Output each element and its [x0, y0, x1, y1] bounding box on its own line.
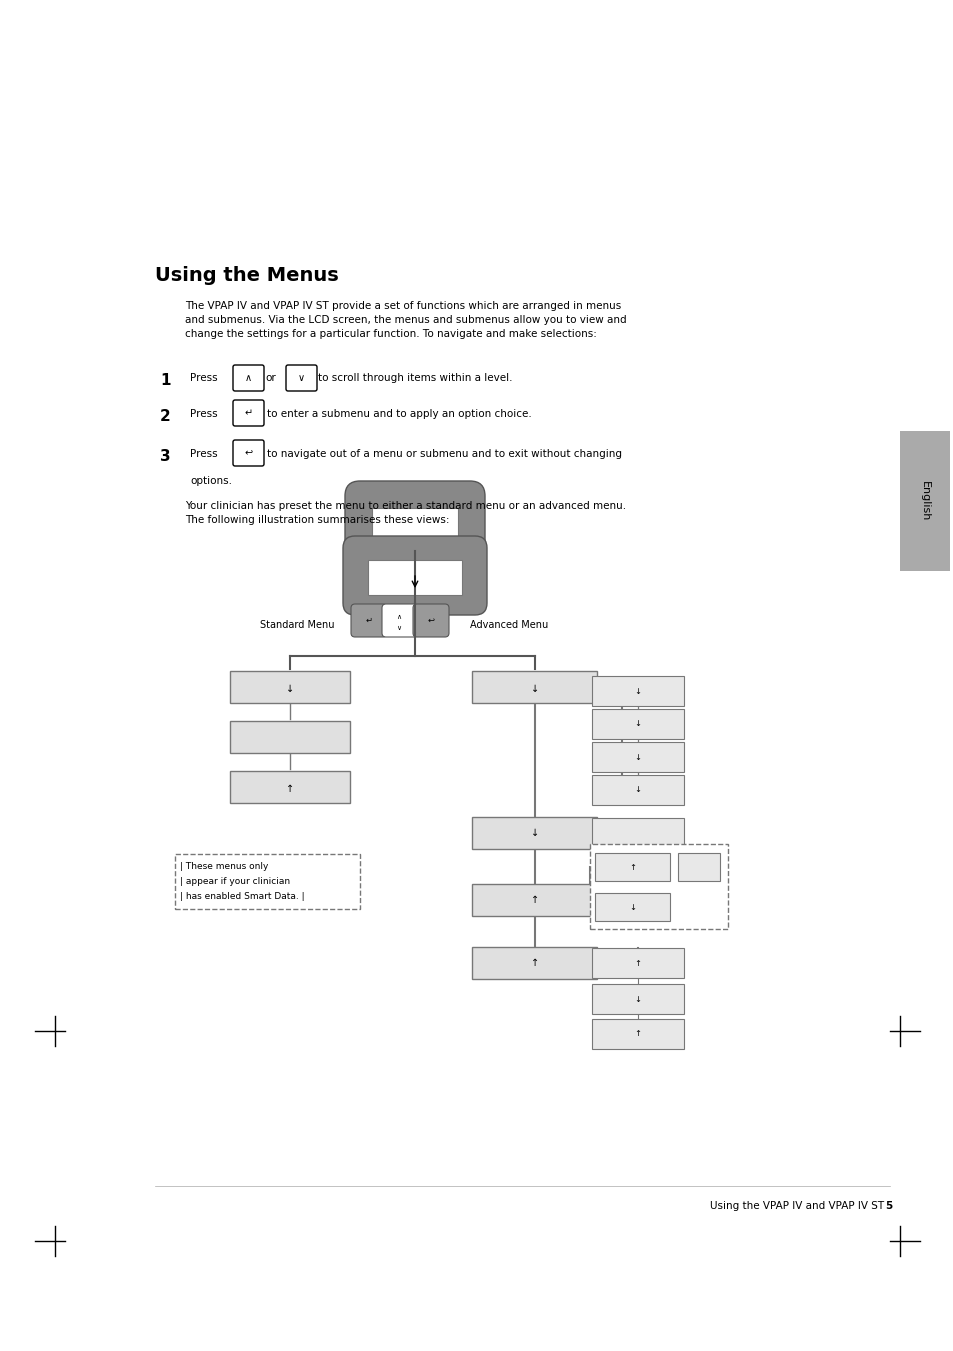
Text: ↓: ↓: [634, 994, 640, 1004]
Text: ↓: ↓: [531, 684, 538, 694]
Text: Standard Menu: Standard Menu: [260, 620, 335, 630]
FancyBboxPatch shape: [592, 742, 683, 771]
FancyBboxPatch shape: [592, 817, 683, 848]
FancyBboxPatch shape: [230, 671, 350, 703]
Text: ∧: ∧: [245, 373, 252, 382]
Text: Using the VPAP IV and VPAP IV ST: Using the VPAP IV and VPAP IV ST: [709, 1201, 883, 1210]
FancyBboxPatch shape: [413, 604, 449, 638]
Text: Your clinician has preset the menu to either a standard menu or an advanced menu: Your clinician has preset the menu to ei…: [185, 501, 625, 526]
FancyBboxPatch shape: [592, 984, 683, 1015]
Text: ↑: ↑: [531, 958, 538, 969]
FancyBboxPatch shape: [472, 817, 597, 848]
FancyBboxPatch shape: [233, 365, 264, 390]
FancyBboxPatch shape: [174, 854, 359, 909]
Text: The VPAP IV and VPAP IV ST provide a set of functions which are arranged in menu: The VPAP IV and VPAP IV ST provide a set…: [185, 301, 626, 339]
FancyBboxPatch shape: [368, 561, 461, 594]
FancyBboxPatch shape: [345, 481, 484, 566]
Text: to scroll through items within a level.: to scroll through items within a level.: [317, 373, 512, 382]
Text: to navigate out of a menu or submenu and to exit without changing: to navigate out of a menu or submenu and…: [267, 449, 621, 459]
Text: ↓: ↓: [634, 720, 640, 728]
Text: ∨: ∨: [396, 626, 401, 631]
FancyBboxPatch shape: [592, 676, 683, 707]
Text: ∨: ∨: [297, 373, 305, 382]
Text: to enter a submenu and to apply an option choice.: to enter a submenu and to apply an optio…: [267, 409, 531, 419]
FancyBboxPatch shape: [472, 947, 597, 979]
Text: ∧: ∧: [396, 613, 401, 620]
FancyBboxPatch shape: [589, 844, 727, 929]
Text: 5: 5: [884, 1201, 891, 1210]
Text: Press: Press: [190, 373, 217, 382]
FancyBboxPatch shape: [678, 852, 720, 881]
FancyBboxPatch shape: [372, 508, 457, 543]
Text: Using the Menus: Using the Menus: [154, 266, 338, 285]
FancyBboxPatch shape: [472, 884, 597, 916]
Text: ↓: ↓: [531, 828, 538, 838]
Text: 1: 1: [160, 373, 171, 388]
FancyBboxPatch shape: [592, 775, 683, 805]
Text: ↓: ↓: [634, 686, 640, 696]
Text: ↩: ↩: [427, 616, 434, 626]
Text: Advanced Menu: Advanced Menu: [470, 620, 548, 630]
Text: ↓: ↓: [634, 785, 640, 794]
Text: ↑: ↑: [634, 1029, 640, 1039]
Text: ↩: ↩: [244, 449, 253, 458]
FancyBboxPatch shape: [592, 1019, 683, 1048]
FancyBboxPatch shape: [381, 604, 417, 638]
FancyBboxPatch shape: [592, 948, 683, 978]
Text: or: or: [265, 373, 275, 382]
FancyBboxPatch shape: [472, 671, 597, 703]
Text: ↑: ↑: [531, 894, 538, 905]
FancyBboxPatch shape: [286, 365, 316, 390]
Text: 2: 2: [160, 409, 171, 424]
FancyBboxPatch shape: [899, 431, 949, 571]
FancyBboxPatch shape: [351, 604, 387, 638]
Text: ↑: ↑: [286, 784, 294, 794]
Text: English: English: [919, 481, 929, 521]
Text: ↵: ↵: [244, 408, 253, 417]
Text: options.: options.: [190, 476, 232, 486]
Text: ↵: ↵: [365, 616, 372, 626]
FancyBboxPatch shape: [592, 709, 683, 739]
Text: ↓: ↓: [286, 684, 294, 694]
Text: ↓: ↓: [634, 753, 640, 762]
Text: | has enabled Smart Data. |: | has enabled Smart Data. |: [180, 892, 304, 901]
Text: Press: Press: [190, 449, 217, 459]
Text: ↑: ↑: [634, 958, 640, 967]
FancyBboxPatch shape: [230, 771, 350, 802]
FancyBboxPatch shape: [595, 852, 669, 881]
Text: 3: 3: [160, 449, 171, 463]
Text: ↑: ↑: [628, 862, 636, 871]
Text: Press: Press: [190, 409, 217, 419]
Text: | These menus only: | These menus only: [180, 862, 268, 871]
FancyBboxPatch shape: [233, 440, 264, 466]
FancyBboxPatch shape: [233, 400, 264, 426]
FancyBboxPatch shape: [343, 536, 486, 615]
FancyBboxPatch shape: [230, 721, 350, 753]
Text: | appear if your clinician: | appear if your clinician: [180, 877, 290, 886]
Text: ↓: ↓: [628, 902, 636, 912]
FancyBboxPatch shape: [595, 893, 669, 921]
